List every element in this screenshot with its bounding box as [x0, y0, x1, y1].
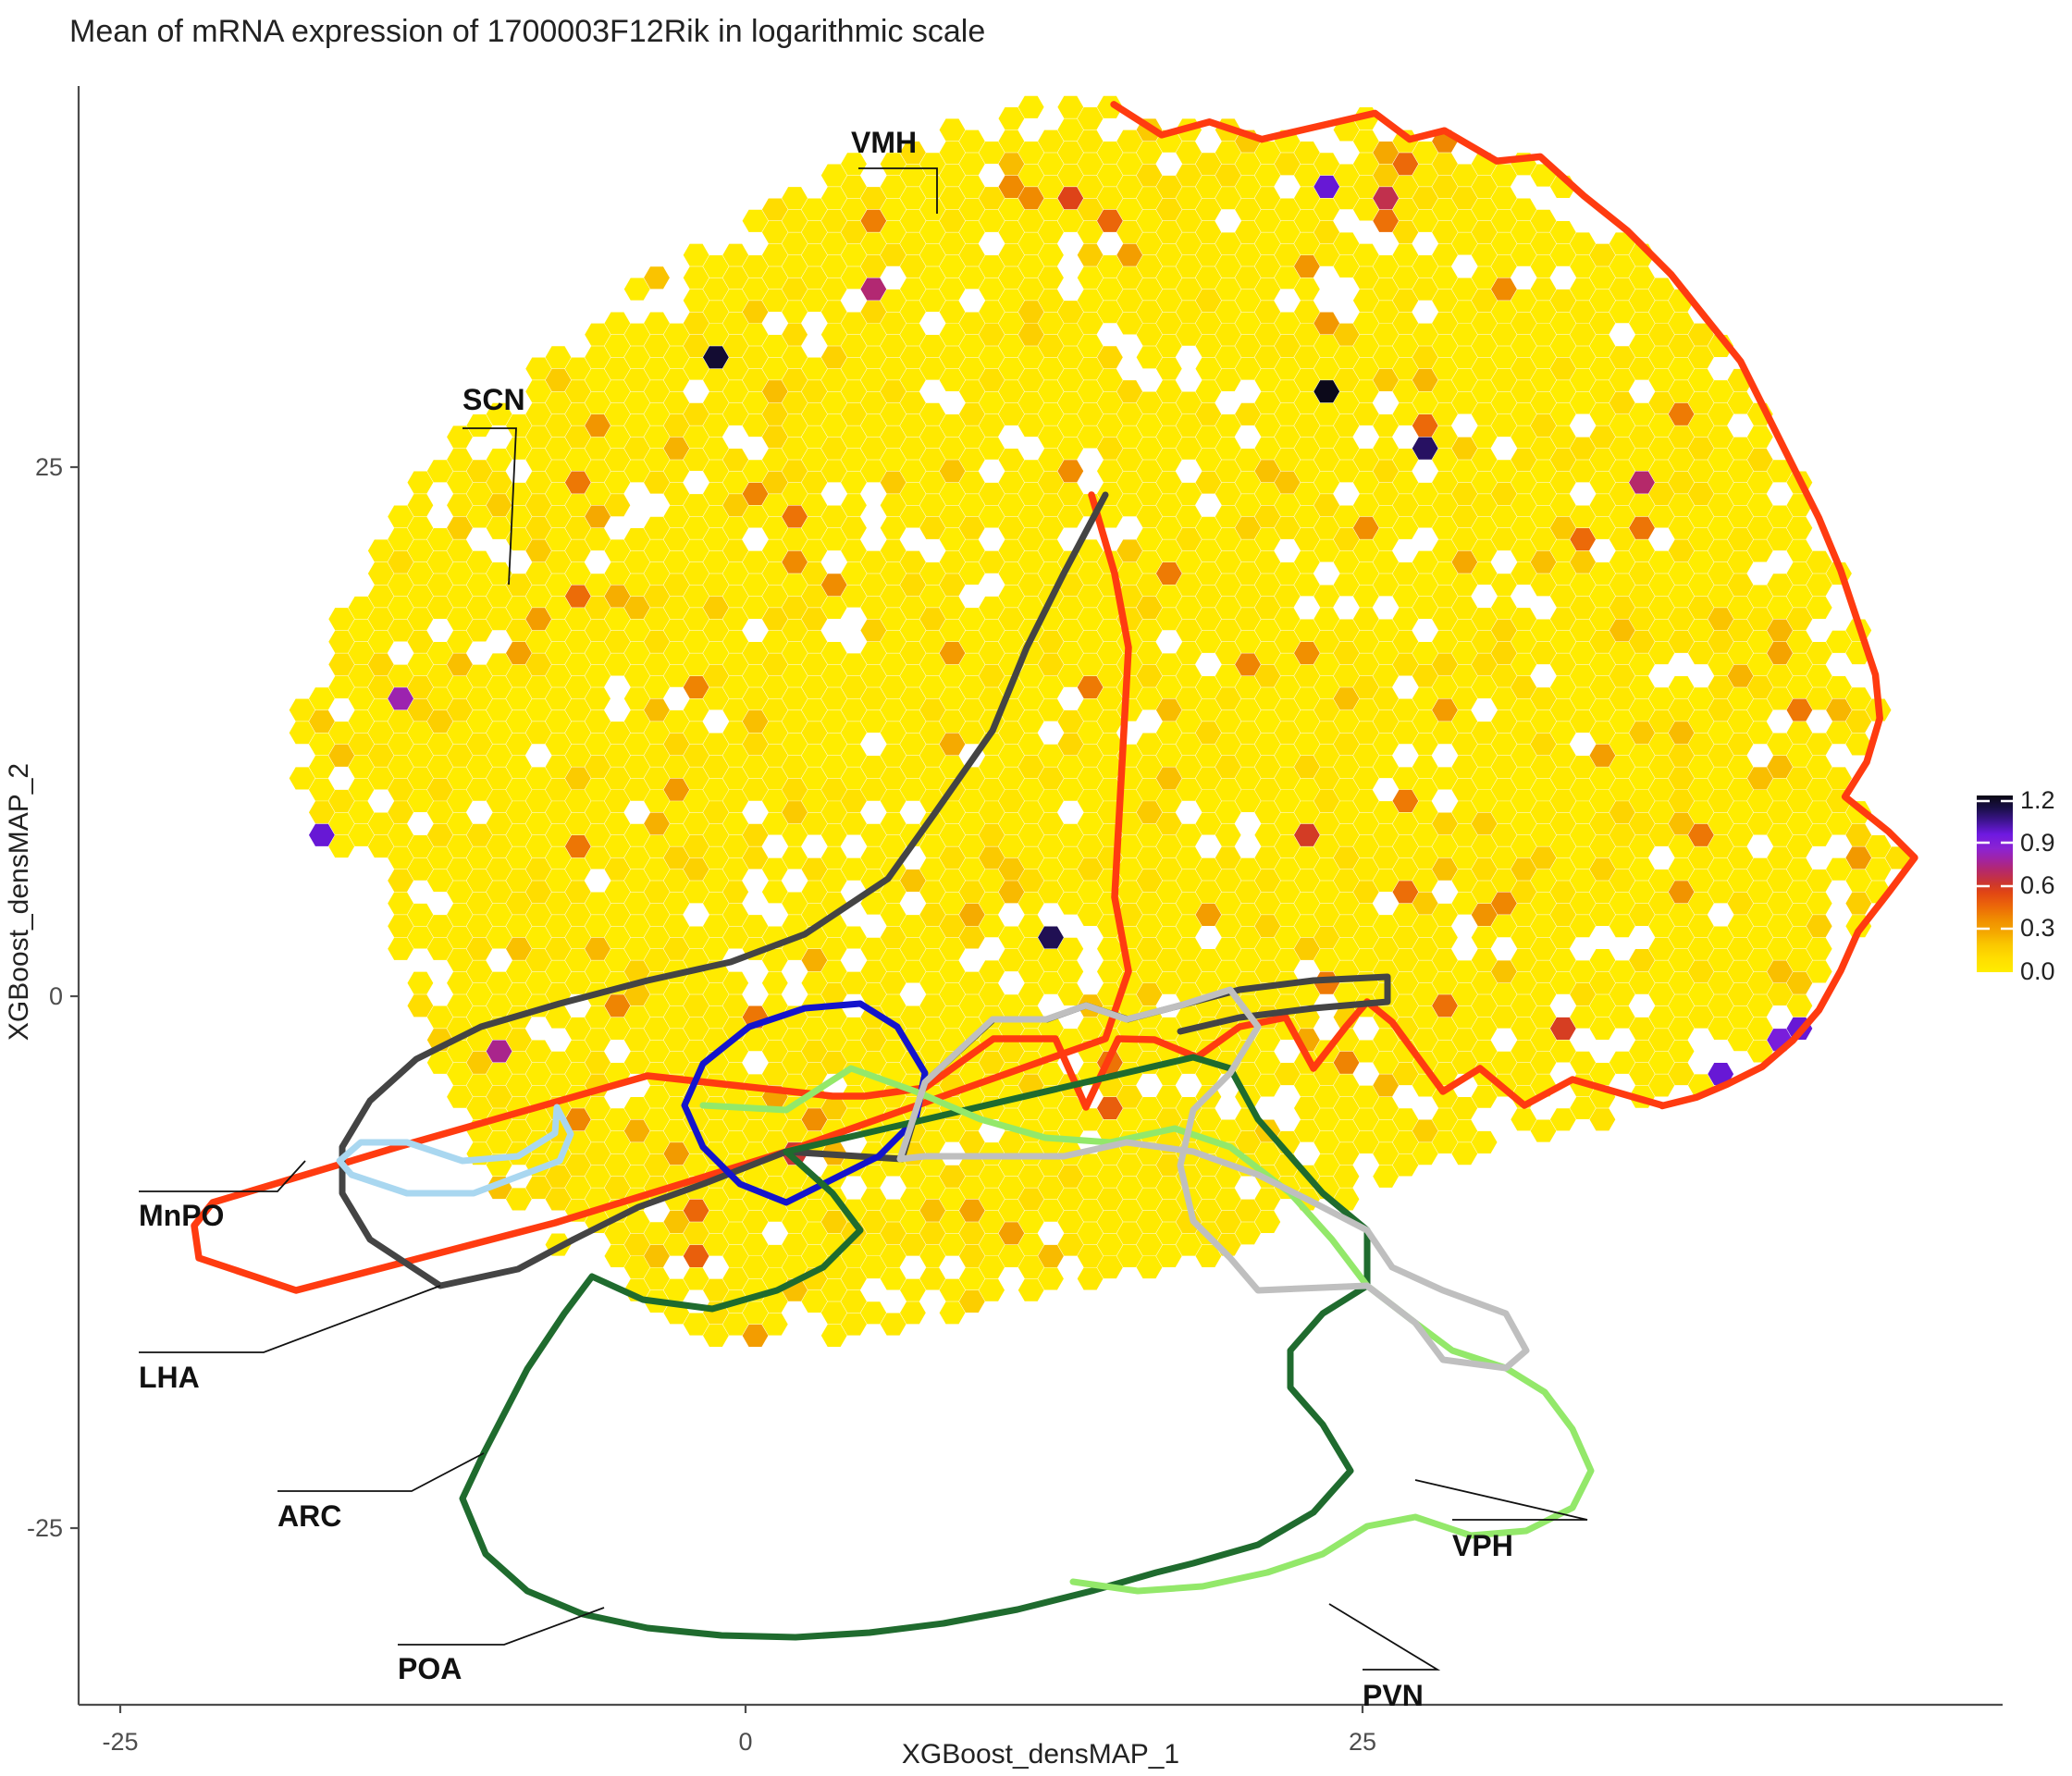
svg-text:0: 0	[49, 982, 63, 1010]
svg-text:XGBoost_densMAP_1: XGBoost_densMAP_1	[902, 1739, 1179, 1770]
svg-text:1.2: 1.2	[2020, 786, 2055, 814]
svg-text:-25: -25	[102, 1728, 138, 1756]
svg-text:25: 25	[35, 453, 63, 481]
svg-text:MnPO: MnPO	[139, 1199, 224, 1232]
svg-text:0.0: 0.0	[2020, 957, 2055, 985]
svg-text:25: 25	[1349, 1728, 1376, 1756]
svg-text:POA: POA	[398, 1652, 462, 1685]
svg-text:VMH: VMH	[851, 126, 917, 159]
svg-text:LHA: LHA	[139, 1361, 200, 1394]
svg-text:SCN: SCN	[462, 383, 525, 416]
svg-text:0.6: 0.6	[2020, 871, 2055, 899]
svg-text:PVN: PVN	[1363, 1679, 1424, 1712]
svg-text:0: 0	[738, 1728, 752, 1756]
svg-text:XGBoost_densMAP_2: XGBoost_densMAP_2	[4, 763, 34, 1041]
svg-text:ARC: ARC	[278, 1499, 341, 1533]
svg-text:Mean of mRNA expression of 170: Mean of mRNA expression of 1700003F12Rik…	[69, 14, 985, 49]
svg-text:-25: -25	[27, 1514, 63, 1542]
svg-text:0.3: 0.3	[2020, 914, 2055, 942]
svg-text:VPH: VPH	[1452, 1529, 1513, 1562]
svg-text:0.9: 0.9	[2020, 829, 2055, 857]
